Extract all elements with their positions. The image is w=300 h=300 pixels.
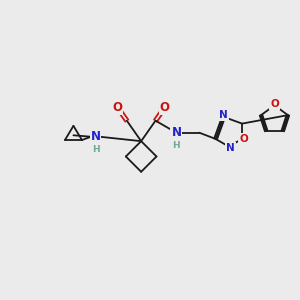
Text: O: O bbox=[270, 99, 279, 109]
Text: H: H bbox=[92, 145, 99, 154]
Text: O: O bbox=[239, 134, 248, 144]
Text: O: O bbox=[160, 101, 170, 114]
Text: N: N bbox=[171, 126, 182, 139]
Text: N: N bbox=[226, 143, 235, 153]
Text: O: O bbox=[112, 101, 122, 114]
Text: N: N bbox=[219, 110, 228, 120]
Text: N: N bbox=[91, 130, 100, 143]
Text: H: H bbox=[172, 141, 180, 150]
